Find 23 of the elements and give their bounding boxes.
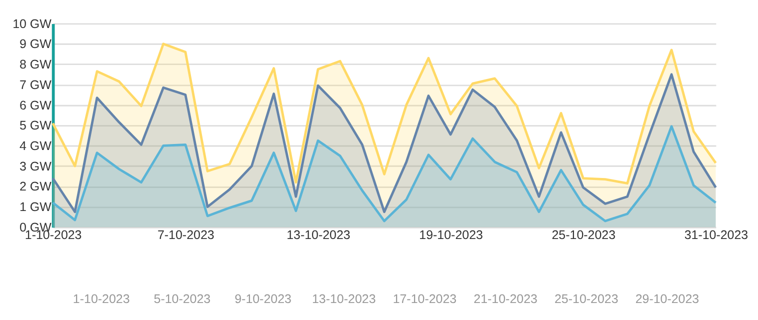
x-tick-label: 25-10-2023	[552, 228, 616, 242]
text: 25-10-2023	[554, 292, 618, 306]
x-tick-label: 7-10-2023	[157, 228, 214, 242]
y-tick-label: 3 GW	[20, 159, 52, 174]
text: 17-10-2023	[392, 292, 457, 306]
text: 9-10-2023	[234, 292, 292, 306]
x-tick-label: 31-10-2023	[684, 228, 748, 242]
text: 13-10-2023	[312, 292, 376, 306]
text: 5-10-2023	[154, 292, 211, 306]
y-tick-label: 1 GW	[20, 200, 52, 214]
y-tick-label: 10 GW	[12, 16, 52, 31]
x-tick-label: 13-10-2023	[286, 228, 350, 242]
y-tick-label: 2 GW	[20, 180, 52, 194]
y-tick-label: 4 GW	[20, 139, 52, 154]
text: 1-10-2023	[72, 292, 130, 306]
y-tick-label: 8 GW	[20, 58, 52, 72]
y-tick-label: 5 GW	[20, 118, 52, 133]
y-tick-label: 9 GW	[20, 37, 52, 52]
y-tick-label: 7 GW	[20, 78, 52, 92]
x-tick-label: 19-10-2023	[419, 228, 484, 242]
text: 29-10-2023	[635, 292, 700, 306]
y-tick-label: 6 GW	[20, 98, 52, 112]
text: 21-10-2023	[474, 292, 538, 306]
